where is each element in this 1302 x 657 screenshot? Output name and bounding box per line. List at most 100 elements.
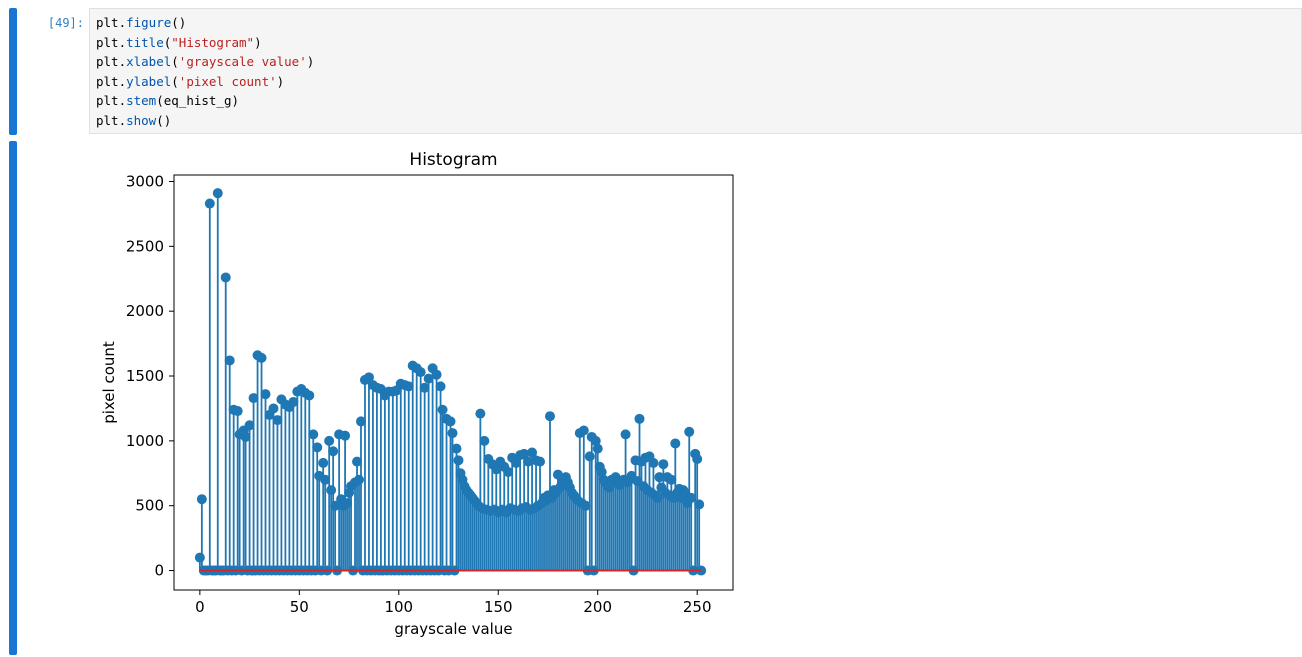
- code-line: plt.xlabel('grayscale value'): [96, 52, 314, 72]
- stem-marker: [535, 456, 546, 467]
- stem-marker: [355, 416, 366, 427]
- stem-marker: [692, 454, 703, 465]
- stem-marker: [658, 459, 669, 470]
- code-token: .: [118, 93, 127, 108]
- stem-marker: [578, 425, 589, 436]
- plot-title: Histogram: [409, 150, 497, 170]
- output-cell: Histogram 0 50 100 150 200 250 0 500 1000 1500 2000…: [0, 141, 1302, 655]
- stem-marker: [419, 382, 430, 393]
- stem-marker: [620, 429, 631, 440]
- stem-marker: [204, 198, 215, 209]
- stem-marker: [670, 438, 681, 449]
- stem-marker: [312, 442, 323, 453]
- stem-marker: [268, 403, 279, 414]
- code-token: plt: [96, 54, 119, 69]
- stem-marker: [328, 446, 339, 457]
- stem-marker: [232, 406, 243, 417]
- code-token: .: [118, 112, 127, 128]
- x-tick-label: 100: [384, 598, 413, 616]
- stem-marker: [423, 373, 434, 384]
- code-token: ): [306, 54, 315, 69]
- stem-marker: [212, 188, 223, 199]
- stem-marker: [475, 408, 486, 419]
- x-tick-label: 250: [683, 598, 712, 616]
- code-token: ylabel: [126, 73, 172, 89]
- stem-marker: [318, 457, 329, 468]
- y-tick-label: 500: [135, 497, 164, 515]
- stem-marker: [326, 485, 337, 496]
- stem-marker: [666, 474, 677, 485]
- stem-marker: [260, 389, 271, 400]
- stem-marker: [652, 492, 663, 503]
- x-tick-label: 50: [290, 598, 309, 616]
- code-token: "Histogram": [171, 34, 255, 50]
- stem-marker: [634, 413, 645, 424]
- stem-marker: [431, 369, 442, 380]
- code-token: (): [156, 112, 172, 128]
- y-tick-label: 2500: [126, 237, 164, 255]
- code-token: stem: [126, 93, 157, 108]
- stem-marker: [447, 428, 458, 439]
- stem-marker: [224, 355, 235, 366]
- execution-prompt: [49]:: [47, 16, 84, 30]
- code-token: plt: [96, 73, 119, 89]
- stem-marker: [491, 464, 502, 475]
- stem-marker: [240, 431, 251, 442]
- code-line: plt.stem(eq_hist_g): [96, 91, 239, 111]
- stem-marker: [686, 492, 697, 503]
- stem-marker: [544, 411, 555, 422]
- stem-marker: [220, 272, 231, 283]
- stem-marker: [272, 415, 283, 426]
- code-token: 'grayscale value': [178, 54, 307, 69]
- code-token: 'pixel count': [178, 73, 277, 89]
- stem-marker: [648, 457, 659, 468]
- stem-marker: [453, 455, 464, 466]
- stem-marker: [684, 426, 695, 437]
- stem-marker: [256, 352, 267, 363]
- code-editor[interactable]: plt.figure() plt.title("Histogram") plt.xl…: [89, 8, 1302, 134]
- x-tick-label: 0: [195, 598, 205, 616]
- code-token: plt: [96, 93, 119, 108]
- stem-marker: [445, 416, 456, 427]
- stem-marker: [451, 443, 462, 454]
- code-token: (: [163, 34, 172, 50]
- stem-marker: [248, 393, 259, 404]
- code-token: (: [171, 54, 179, 69]
- stem-marker: [330, 500, 341, 511]
- code-token: (: [171, 73, 179, 89]
- code-token: figure: [126, 15, 172, 30]
- stem-marker: [244, 420, 255, 431]
- stem-marker: [308, 429, 319, 440]
- stem-marker: [342, 498, 353, 509]
- stem-marker: [324, 435, 335, 446]
- stem-marker: [304, 390, 315, 401]
- stem-marker: [194, 552, 205, 563]
- code-token: ): [276, 73, 285, 89]
- code-token: (eq_hist_g): [156, 93, 240, 108]
- code-token: (): [171, 15, 187, 30]
- stem-marker: [580, 500, 591, 511]
- input-cell[interactable]: [49]: plt.figure() plt.title("Histogram")…: [0, 8, 1302, 136]
- code-line: plt.ylabel('pixel count'): [96, 72, 284, 92]
- code-token: xlabel: [126, 54, 172, 69]
- code-token: show: [126, 112, 157, 128]
- stem-marker: [479, 435, 490, 446]
- code-token: .: [118, 15, 127, 30]
- code-token: .: [118, 34, 127, 50]
- x-tick-label: 150: [484, 598, 513, 616]
- plot-frame: [173, 174, 734, 591]
- output-cell-bar[interactable]: [9, 141, 17, 655]
- y-tick-label: 1000: [126, 432, 164, 450]
- code-token: .: [118, 73, 127, 89]
- x-axis-label: grayscale value: [394, 620, 512, 638]
- cell-selection-bar[interactable]: [9, 8, 17, 135]
- stem-marker: [592, 443, 603, 454]
- code-token: title: [126, 34, 164, 50]
- code-line: plt.title("Histogram"): [96, 33, 262, 53]
- stem-marker: [584, 451, 595, 462]
- code-token: plt: [96, 112, 119, 128]
- stem-marker: [503, 466, 514, 477]
- stem-marker: [596, 466, 607, 477]
- y-tick-label: 3000: [126, 172, 164, 190]
